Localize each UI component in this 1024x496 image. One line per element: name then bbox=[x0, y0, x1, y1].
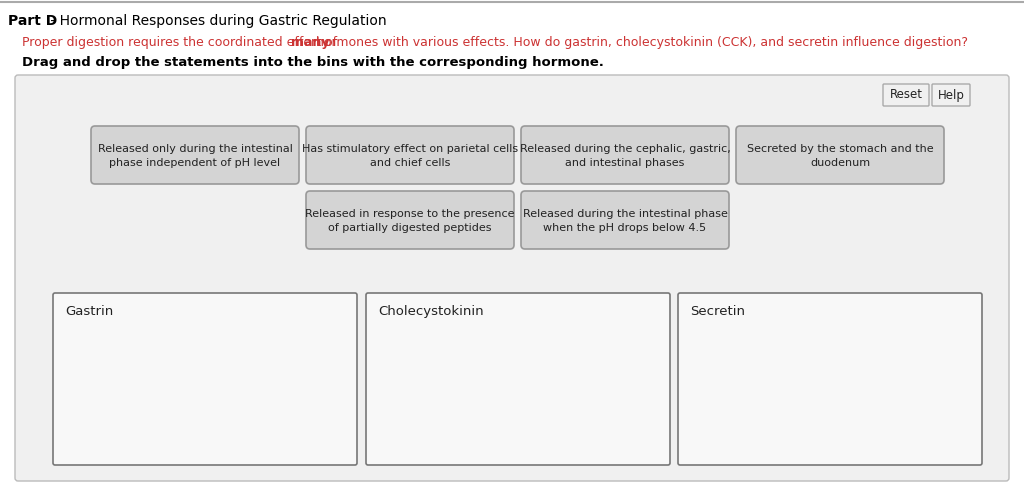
Text: Secretin: Secretin bbox=[690, 305, 745, 318]
FancyBboxPatch shape bbox=[883, 84, 929, 106]
Text: Part D: Part D bbox=[8, 14, 57, 28]
Text: Has stimulatory effect on parietal cells
and chief cells: Has stimulatory effect on parietal cells… bbox=[302, 144, 518, 168]
FancyBboxPatch shape bbox=[678, 293, 982, 465]
Text: Help: Help bbox=[938, 88, 965, 102]
Text: - Hormonal Responses during Gastric Regulation: - Hormonal Responses during Gastric Regu… bbox=[46, 14, 387, 28]
Text: hormones with various effects. How do gastrin, cholecystokinin (CCK), and secret: hormones with various effects. How do ga… bbox=[312, 36, 968, 49]
FancyBboxPatch shape bbox=[306, 191, 514, 249]
Text: Drag and drop the statements into the bins with the corresponding hormone.: Drag and drop the statements into the bi… bbox=[22, 56, 604, 69]
FancyBboxPatch shape bbox=[932, 84, 970, 106]
Text: Released during the intestinal phase
when the pH drops below 4.5: Released during the intestinal phase whe… bbox=[522, 209, 727, 233]
FancyBboxPatch shape bbox=[306, 126, 514, 184]
FancyBboxPatch shape bbox=[736, 126, 944, 184]
Text: Released in response to the presence
of partially digested peptides: Released in response to the presence of … bbox=[305, 209, 515, 233]
FancyBboxPatch shape bbox=[91, 126, 299, 184]
FancyBboxPatch shape bbox=[15, 75, 1009, 481]
FancyBboxPatch shape bbox=[521, 191, 729, 249]
Text: Gastrin: Gastrin bbox=[65, 305, 114, 318]
FancyBboxPatch shape bbox=[521, 126, 729, 184]
Text: Secreted by the stomach and the
duodenum: Secreted by the stomach and the duodenum bbox=[746, 144, 933, 168]
FancyBboxPatch shape bbox=[366, 293, 670, 465]
Text: many: many bbox=[292, 36, 330, 49]
Text: Proper digestion requires the coordinated effort of: Proper digestion requires the coordinate… bbox=[22, 36, 341, 49]
Text: Reset: Reset bbox=[890, 88, 923, 102]
Text: Released only during the intestinal
phase independent of pH level: Released only during the intestinal phas… bbox=[97, 144, 293, 168]
FancyBboxPatch shape bbox=[53, 293, 357, 465]
Text: Cholecystokinin: Cholecystokinin bbox=[378, 305, 483, 318]
Text: Released during the cephalic, gastric,
and intestinal phases: Released during the cephalic, gastric, a… bbox=[519, 144, 730, 168]
